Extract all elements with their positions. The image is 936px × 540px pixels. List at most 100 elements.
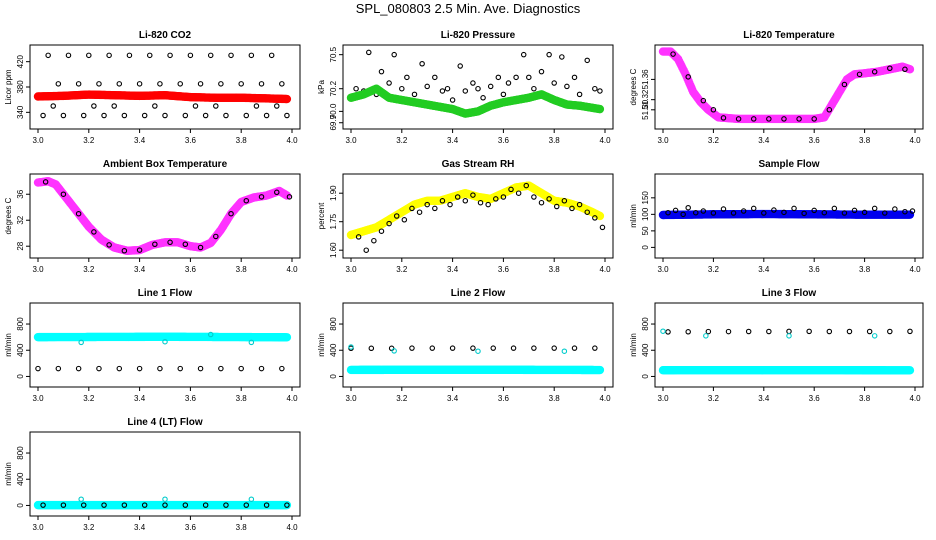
- x-tick-label: 3.2: [708, 265, 720, 274]
- data-point: [371, 237, 377, 244]
- data-point: [705, 328, 712, 335]
- series-avg: [346, 84, 605, 118]
- plot-title: Line 1 Flow: [138, 288, 193, 299]
- data-point: [750, 116, 757, 122]
- y-tick-label: 400: [16, 472, 25, 486]
- data-point: [538, 199, 545, 206]
- data-point: [801, 210, 807, 217]
- plot-frame: [29, 302, 301, 388]
- data-point: [703, 333, 709, 339]
- y-tick-label: 0: [641, 245, 650, 250]
- data-point: [449, 345, 456, 351]
- x-tick-label: 3.6: [809, 136, 821, 145]
- x-tick-label: 3.4: [447, 136, 459, 145]
- data-point: [419, 60, 425, 67]
- x-tick-label: 3.6: [185, 394, 197, 403]
- data-point: [60, 502, 67, 508]
- data-point: [781, 209, 787, 216]
- data-point: [429, 345, 436, 351]
- plot-title: Line 2 Flow: [451, 288, 506, 299]
- data-point: [80, 112, 87, 119]
- data-point: [282, 333, 292, 342]
- data-point: [439, 198, 446, 204]
- chart-line3: Line 3 Flow ml/min 3.0 3.2 3.4 3.6 3.8 4.0 0 400 8…: [629, 288, 924, 403]
- plot-title: Line 3 Flow: [762, 288, 817, 299]
- y-tick-label: 0: [329, 374, 338, 379]
- data-point: [905, 65, 915, 74]
- data-point: [861, 209, 868, 216]
- data-point: [791, 205, 797, 212]
- data-point: [569, 205, 575, 212]
- data-point: [907, 328, 913, 335]
- data-point: [223, 502, 229, 508]
- data-point: [750, 205, 757, 212]
- data-point: [399, 85, 405, 92]
- data-point: [786, 333, 792, 339]
- data-point: [470, 192, 476, 198]
- data-point: [353, 85, 359, 92]
- data-point: [685, 204, 691, 211]
- series-avg: [33, 332, 292, 342]
- data-point: [182, 241, 189, 248]
- plot-frame: [654, 302, 924, 388]
- data-point: [274, 103, 280, 109]
- data-point: [152, 241, 158, 248]
- data-point: [248, 339, 255, 346]
- data-point: [740, 208, 747, 214]
- data-point: [284, 502, 290, 508]
- data-point: [564, 83, 570, 90]
- data-point: [902, 208, 908, 215]
- data-point: [243, 112, 250, 119]
- data-point: [761, 210, 767, 216]
- data-point: [846, 328, 853, 335]
- x-tick-label: 3.4: [758, 265, 770, 274]
- x-tick-label: 3.8: [236, 265, 248, 274]
- data-point: [416, 209, 423, 215]
- data-point: [811, 207, 817, 214]
- data-point: [531, 194, 537, 200]
- data-point: [243, 197, 250, 204]
- data-point: [50, 103, 56, 109]
- x-tick-label: 3.6: [809, 394, 821, 403]
- data-point: [223, 112, 229, 119]
- data-point: [401, 217, 408, 223]
- data-point: [685, 329, 691, 335]
- data-point: [404, 74, 410, 81]
- data-point: [447, 201, 453, 208]
- x-tick-label: 3.2: [396, 394, 408, 403]
- x-tick-label: 3.6: [185, 523, 197, 532]
- data-point: [197, 81, 204, 87]
- x-tick-label: 3.2: [396, 265, 408, 274]
- data-point: [882, 210, 888, 216]
- series-raw: [348, 345, 598, 352]
- data-point: [253, 103, 260, 109]
- plot-frame: [29, 44, 301, 130]
- x-tick-label: 3.6: [185, 265, 197, 274]
- data-point: [475, 348, 481, 354]
- data-point: [745, 328, 752, 335]
- x-tick-label: 4.0: [909, 394, 921, 403]
- data-point: [279, 81, 285, 87]
- x-tick-label: 3.4: [134, 523, 146, 532]
- data-point: [546, 51, 552, 58]
- data-point: [409, 205, 415, 212]
- page-title: SPL_080803 2.5 Min. Ave. Diagnostics: [355, 1, 581, 16]
- data-point: [258, 81, 265, 87]
- x-tick-label: 3.0: [657, 265, 669, 274]
- y-axis-label: ml/min: [629, 204, 638, 228]
- x-tick-label: 3.0: [32, 136, 44, 145]
- chart-line1: Line 1 Flow ml/min 3.0 3.2 3.4 3.6 3.8 4.0 0 400 8…: [4, 288, 301, 403]
- plot-frame: [342, 173, 614, 259]
- data-point: [592, 215, 598, 221]
- data-point: [197, 244, 204, 251]
- data-point: [700, 97, 707, 104]
- data-point: [80, 502, 87, 508]
- data-point: [248, 496, 255, 502]
- plot-frame: [342, 44, 614, 130]
- y-tick-label: 28: [16, 241, 25, 250]
- y-tick-label: 51.36: [641, 69, 650, 90]
- data-point: [386, 80, 392, 86]
- data-point: [136, 81, 143, 87]
- x-tick-label: 3.4: [758, 136, 770, 145]
- data-point: [106, 52, 112, 59]
